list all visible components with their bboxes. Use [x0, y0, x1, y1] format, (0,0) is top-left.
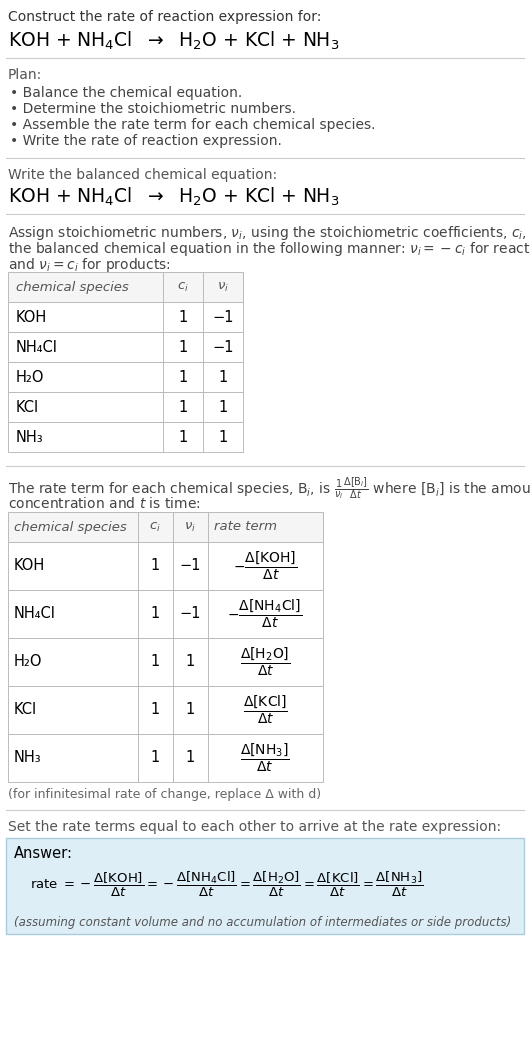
- Text: 1: 1: [218, 370, 227, 384]
- Text: • Write the rate of reaction expression.: • Write the rate of reaction expression.: [10, 134, 282, 148]
- Text: NH₃: NH₃: [14, 750, 42, 766]
- Text: NH₄Cl: NH₄Cl: [14, 606, 56, 621]
- Text: KOH + NH$_4$Cl  $\rightarrow$  H$_2$O + KCl + NH$_3$: KOH + NH$_4$Cl $\rightarrow$ H$_2$O + KC…: [8, 30, 339, 52]
- Text: $\nu_i$: $\nu_i$: [217, 280, 229, 294]
- Text: (assuming constant volume and no accumulation of intermediates or side products): (assuming constant volume and no accumul…: [14, 916, 511, 929]
- Text: $-\dfrac{\Delta[\mathrm{NH_4Cl}]}{\Delta t}$: $-\dfrac{\Delta[\mathrm{NH_4Cl}]}{\Delta…: [227, 598, 303, 630]
- Text: rate $= -\dfrac{\Delta[\mathrm{KOH}]}{\Delta t} = -\dfrac{\Delta[\mathrm{NH_4Cl}: rate $= -\dfrac{\Delta[\mathrm{KOH}]}{\D…: [30, 870, 423, 899]
- Text: NH₃: NH₃: [16, 429, 43, 445]
- Text: 1: 1: [179, 370, 188, 384]
- Text: 1: 1: [179, 399, 188, 415]
- Text: KOH + NH$_4$Cl  $\rightarrow$  H$_2$O + KCl + NH$_3$: KOH + NH$_4$Cl $\rightarrow$ H$_2$O + KC…: [8, 187, 339, 208]
- Text: −1: −1: [179, 606, 201, 621]
- Text: −1: −1: [212, 309, 234, 324]
- Text: • Assemble the rate term for each chemical species.: • Assemble the rate term for each chemic…: [10, 118, 375, 132]
- Text: and $\nu_i = c_i$ for products:: and $\nu_i = c_i$ for products:: [8, 256, 171, 274]
- Bar: [8, 332, 243, 362]
- Text: Write the balanced chemical equation:: Write the balanced chemical equation:: [8, 168, 277, 182]
- Text: KOH: KOH: [14, 559, 45, 573]
- Text: 1: 1: [186, 702, 195, 718]
- Bar: [8, 734, 323, 782]
- Text: −1: −1: [212, 340, 234, 354]
- Text: Answer:: Answer:: [14, 846, 73, 861]
- Text: KOH: KOH: [16, 309, 47, 324]
- Bar: [8, 638, 323, 686]
- Text: $\dfrac{\Delta[\mathrm{KCl}]}{\Delta t}$: $\dfrac{\Delta[\mathrm{KCl}]}{\Delta t}$: [243, 694, 287, 726]
- Text: Construct the rate of reaction expression for:: Construct the rate of reaction expressio…: [8, 10, 321, 24]
- Text: 1: 1: [179, 429, 188, 445]
- Text: Assign stoichiometric numbers, $\nu_i$, using the stoichiometric coefficients, $: Assign stoichiometric numbers, $\nu_i$, …: [8, 224, 530, 242]
- Text: 1: 1: [151, 606, 160, 621]
- Text: $-\dfrac{\Delta[\mathrm{KOH}]}{\Delta t}$: $-\dfrac{\Delta[\mathrm{KOH}]}{\Delta t}…: [233, 550, 297, 582]
- Text: $\dfrac{\Delta[\mathrm{NH_3}]}{\Delta t}$: $\dfrac{\Delta[\mathrm{NH_3}]}{\Delta t}…: [240, 742, 290, 774]
- Text: 1: 1: [151, 750, 160, 766]
- Text: 1: 1: [218, 429, 227, 445]
- Text: KCl: KCl: [14, 702, 37, 718]
- Text: • Balance the chemical equation.: • Balance the chemical equation.: [10, 86, 242, 100]
- Text: • Determine the stoichiometric numbers.: • Determine the stoichiometric numbers.: [10, 102, 296, 116]
- Text: NH₄Cl: NH₄Cl: [16, 340, 58, 354]
- Text: KCl: KCl: [16, 399, 39, 415]
- Text: 1: 1: [186, 750, 195, 766]
- Text: Set the rate terms equal to each other to arrive at the rate expression:: Set the rate terms equal to each other t…: [8, 820, 501, 834]
- Text: the balanced chemical equation in the following manner: $\nu_i = -c_i$ for react: the balanced chemical equation in the fo…: [8, 240, 530, 258]
- Text: H₂O: H₂O: [14, 654, 42, 670]
- Bar: [8, 272, 243, 302]
- Text: 1: 1: [186, 654, 195, 670]
- Bar: [8, 512, 323, 542]
- Text: The rate term for each chemical species, B$_i$, is $\frac{1}{\nu_i}\frac{\Delta[: The rate term for each chemical species,…: [8, 476, 530, 502]
- Bar: [8, 392, 243, 422]
- Text: concentration and $t$ is time:: concentration and $t$ is time:: [8, 496, 201, 511]
- Text: $c_i$: $c_i$: [177, 280, 189, 294]
- Bar: [8, 302, 243, 332]
- Text: Plan:: Plan:: [8, 68, 42, 82]
- Text: 1: 1: [151, 559, 160, 573]
- Text: −1: −1: [179, 559, 201, 573]
- Text: $\dfrac{\Delta[\mathrm{H_2O}]}{\Delta t}$: $\dfrac{\Delta[\mathrm{H_2O}]}{\Delta t}…: [240, 646, 290, 678]
- Text: 1: 1: [151, 702, 160, 718]
- Text: (for infinitesimal rate of change, replace Δ with d): (for infinitesimal rate of change, repla…: [8, 788, 321, 801]
- Text: $\nu_i$: $\nu_i$: [184, 520, 196, 534]
- Text: 1: 1: [179, 340, 188, 354]
- Bar: [6, 838, 524, 934]
- Text: 1: 1: [151, 654, 160, 670]
- Bar: [8, 590, 323, 638]
- Text: 1: 1: [179, 309, 188, 324]
- Text: 1: 1: [218, 399, 227, 415]
- Text: H₂O: H₂O: [16, 370, 45, 384]
- Bar: [8, 362, 243, 392]
- Text: rate term: rate term: [214, 521, 277, 534]
- Bar: [8, 422, 243, 452]
- Bar: [8, 542, 323, 590]
- Bar: [8, 686, 323, 734]
- Text: chemical species: chemical species: [16, 280, 129, 294]
- Text: chemical species: chemical species: [14, 521, 127, 534]
- Text: $c_i$: $c_i$: [149, 520, 161, 534]
